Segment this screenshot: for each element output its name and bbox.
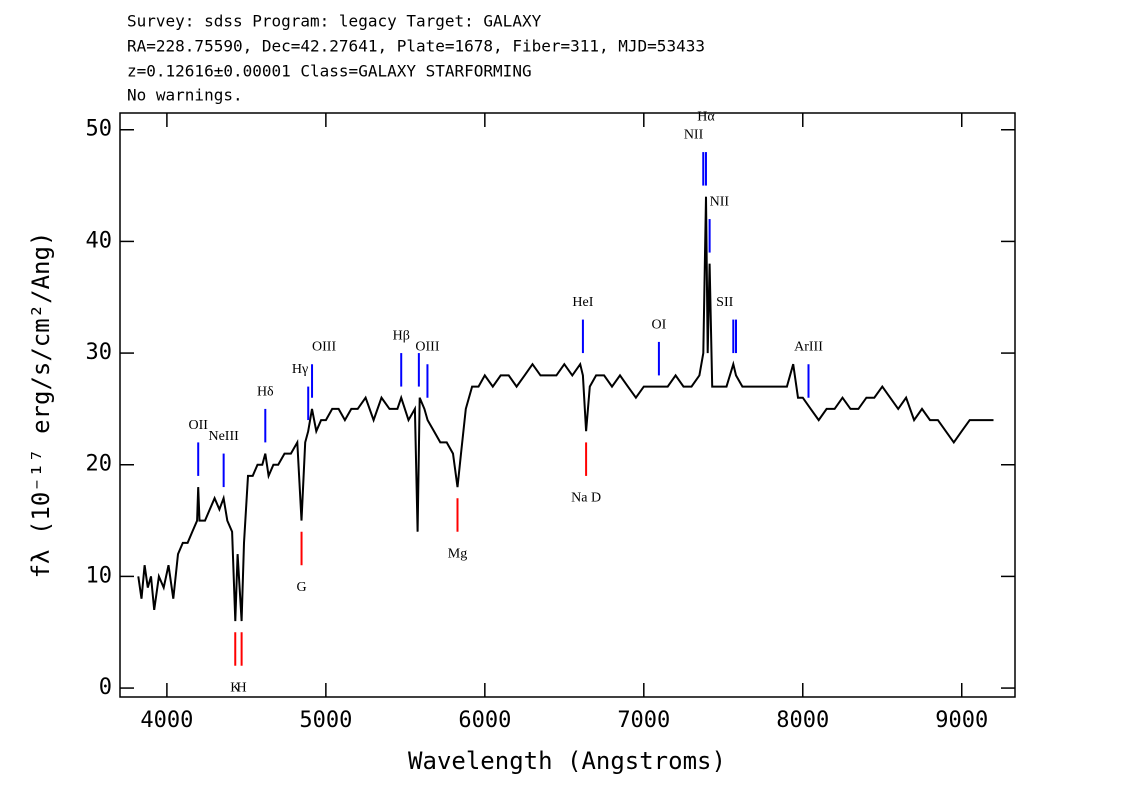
absorption-line-label: Na D bbox=[571, 490, 601, 505]
emission-line-label: Hβ bbox=[393, 329, 410, 344]
x-axis-label: Wavelength (Angstroms) bbox=[408, 747, 726, 775]
absorption-line-label: H bbox=[237, 680, 247, 695]
emission-line-label: OIII bbox=[312, 340, 336, 355]
spectrum-line bbox=[137, 196, 994, 622]
emission-line-label: NeIII bbox=[208, 429, 239, 444]
emission-line-label: NII bbox=[684, 128, 704, 143]
emission-line-label: OIII bbox=[415, 340, 439, 355]
title-line: No warnings. bbox=[127, 86, 243, 105]
y-tick-label: 50 bbox=[86, 117, 113, 142]
absorption-line-label: G bbox=[296, 580, 306, 595]
y-tick-label: 40 bbox=[86, 228, 113, 253]
plot-frame bbox=[119, 112, 1016, 698]
emission-line-label: Hδ bbox=[257, 384, 274, 399]
title-line: z=0.12616±0.00001 Class=GALAXY STARFORMI… bbox=[127, 62, 532, 81]
x-tick-label: 9000 bbox=[935, 708, 988, 733]
y-tick-label: 0 bbox=[99, 675, 112, 700]
title-line: RA=228.75590, Dec=42.27641, Plate=1678, … bbox=[127, 37, 705, 56]
y-axis-label: fλ (10⁻¹⁷ erg/s/cm²/Ang) bbox=[27, 232, 55, 579]
emission-line-label: Hα bbox=[697, 110, 715, 125]
x-tick-label: 6000 bbox=[458, 708, 511, 733]
emission-line-label: Hγ bbox=[292, 362, 308, 377]
absorption-line-label: Mg bbox=[448, 546, 467, 561]
emission-line-label: OII bbox=[188, 418, 208, 433]
title-line: Survey: sdss Program: legacy Target: GAL… bbox=[127, 12, 542, 31]
x-tick-label: 7000 bbox=[617, 708, 670, 733]
x-tick-label: 5000 bbox=[299, 708, 352, 733]
emission-line-label: NII bbox=[710, 195, 730, 210]
absorption-line-label: K bbox=[230, 680, 240, 695]
x-tick-label: 4000 bbox=[140, 708, 193, 733]
emission-line-label: HeI bbox=[572, 295, 593, 310]
emission-line-label: OI bbox=[652, 317, 667, 332]
x-tick-label: 8000 bbox=[776, 708, 829, 733]
emission-line-label: ArIII bbox=[794, 340, 823, 355]
y-tick-label: 10 bbox=[86, 563, 113, 588]
emission-line-label: SII bbox=[716, 295, 733, 310]
y-tick-label: 20 bbox=[86, 452, 113, 477]
y-tick-label: 30 bbox=[86, 340, 113, 365]
